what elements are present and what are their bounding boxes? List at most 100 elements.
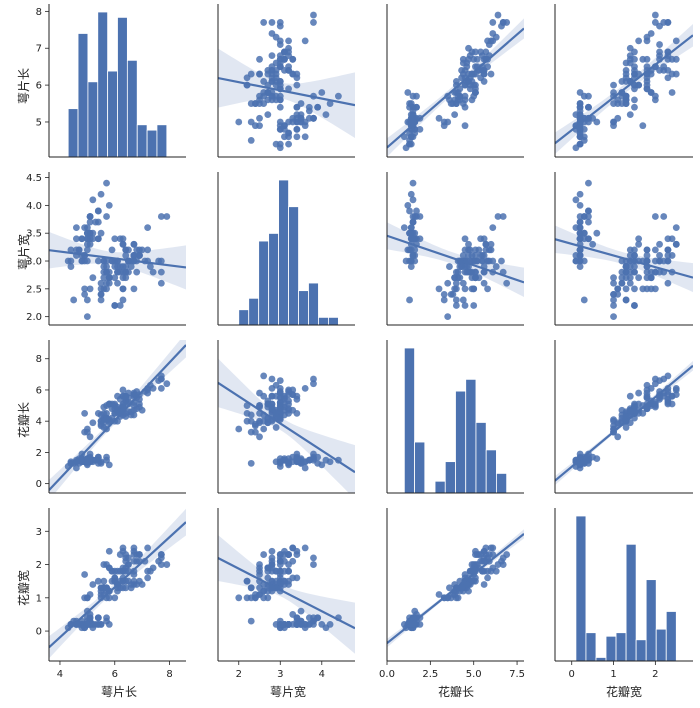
scatter-point — [276, 55, 284, 63]
scatter-point — [465, 587, 472, 595]
scatter-point — [572, 196, 580, 204]
scatter-point — [610, 279, 617, 287]
scatter-point — [411, 607, 419, 615]
scatter-point — [97, 279, 105, 287]
scatter-point — [631, 263, 638, 270]
regression-line — [555, 238, 693, 279]
scatter-point — [452, 78, 460, 85]
scatter-point — [484, 574, 491, 582]
regression-line — [387, 27, 524, 149]
scatter-point — [94, 257, 102, 265]
scatter-point — [656, 240, 663, 248]
scatter-point — [477, 48, 485, 56]
plot-area — [403, 347, 508, 493]
scatter-point — [89, 581, 97, 588]
scatter-point — [643, 257, 651, 265]
scatter-point — [484, 37, 491, 45]
scatter-point — [100, 268, 108, 276]
scatter-point — [472, 85, 479, 93]
scatter-point — [489, 30, 497, 37]
scatter-point — [256, 70, 263, 78]
scatter-point — [477, 74, 485, 82]
scatter-point — [268, 30, 276, 37]
histogram-bar — [585, 632, 597, 661]
scatter-point — [618, 279, 626, 287]
scatter-point — [494, 213, 502, 220]
scatter-point — [494, 11, 502, 19]
scatter-point — [285, 140, 292, 148]
scatter-point — [593, 118, 601, 126]
panel-2-1 — [217, 340, 355, 494]
scatter-point — [144, 389, 152, 397]
scatter-point — [580, 125, 588, 133]
scatter-point — [130, 577, 138, 585]
scatter-point — [610, 100, 617, 107]
scatter-point — [94, 614, 102, 622]
plot-area — [575, 515, 677, 661]
scatter-point — [86, 450, 94, 458]
scatter-point — [407, 246, 415, 254]
scatter-point — [459, 252, 467, 259]
scatter-point — [97, 621, 105, 628]
panel-0-2 — [386, 4, 524, 158]
scatter-point — [472, 268, 479, 276]
plot-area — [49, 340, 186, 493]
scatter-point — [276, 617, 284, 625]
histogram-bar — [605, 635, 617, 661]
scatter-point — [610, 296, 617, 304]
scatter-point — [465, 55, 472, 63]
regression-line — [49, 344, 186, 491]
scatter-point — [472, 48, 479, 56]
x-tick-label: 4 — [319, 669, 325, 680]
scatter-point — [660, 213, 668, 220]
scatter-point — [149, 564, 157, 572]
scatter-point — [297, 455, 305, 463]
scatter-point — [78, 458, 86, 466]
y-tick-label: 2.5 — [26, 284, 42, 295]
scatter-point — [409, 107, 417, 115]
scatter-point — [78, 235, 86, 243]
scatter-point — [83, 296, 91, 304]
scatter-point — [485, 551, 493, 558]
scatter-point — [119, 402, 127, 409]
scatter-point — [130, 544, 138, 552]
regression-line — [387, 532, 524, 644]
y-axis-label-1: 萼片宽 — [16, 234, 31, 270]
histogram-bar — [156, 124, 168, 157]
scatter-point — [119, 240, 127, 248]
histogram-bar — [318, 316, 329, 325]
scatter-point — [407, 263, 415, 270]
scatter-point — [260, 551, 268, 558]
scatter-point — [473, 55, 481, 63]
scatter-point — [622, 424, 630, 431]
scatter-point — [305, 456, 313, 464]
scatter-point — [297, 100, 305, 107]
scatter-point — [466, 246, 474, 254]
scatter-point — [416, 235, 424, 243]
scatter-point — [622, 296, 630, 304]
scatter-point — [459, 296, 467, 304]
plot-area — [238, 179, 339, 325]
scatter-point — [452, 285, 460, 293]
scatter-point — [157, 551, 165, 558]
scatter-point — [454, 92, 462, 100]
histogram-bar — [485, 449, 497, 493]
scatter-point — [668, 89, 676, 96]
scatter-point — [461, 122, 469, 130]
scatter-point — [86, 285, 94, 293]
panel-3-1: 2 3 4 — [217, 508, 355, 680]
scatter-point — [310, 450, 317, 458]
scatter-point — [100, 403, 108, 411]
scatter-point — [576, 140, 584, 148]
histogram-bar — [126, 59, 138, 157]
scatter-point — [435, 285, 443, 293]
scatter-point — [472, 257, 479, 265]
x-axis-label-3: 花瓣宽 — [606, 684, 642, 699]
scatter-point — [656, 252, 663, 259]
scatter-point — [111, 302, 119, 309]
scatter-point — [111, 235, 119, 243]
scatter-point — [466, 81, 474, 89]
y-axis-label-2: 花瓣长 — [16, 402, 31, 438]
scatter-point — [482, 544, 490, 552]
histogram-bar — [645, 579, 657, 661]
